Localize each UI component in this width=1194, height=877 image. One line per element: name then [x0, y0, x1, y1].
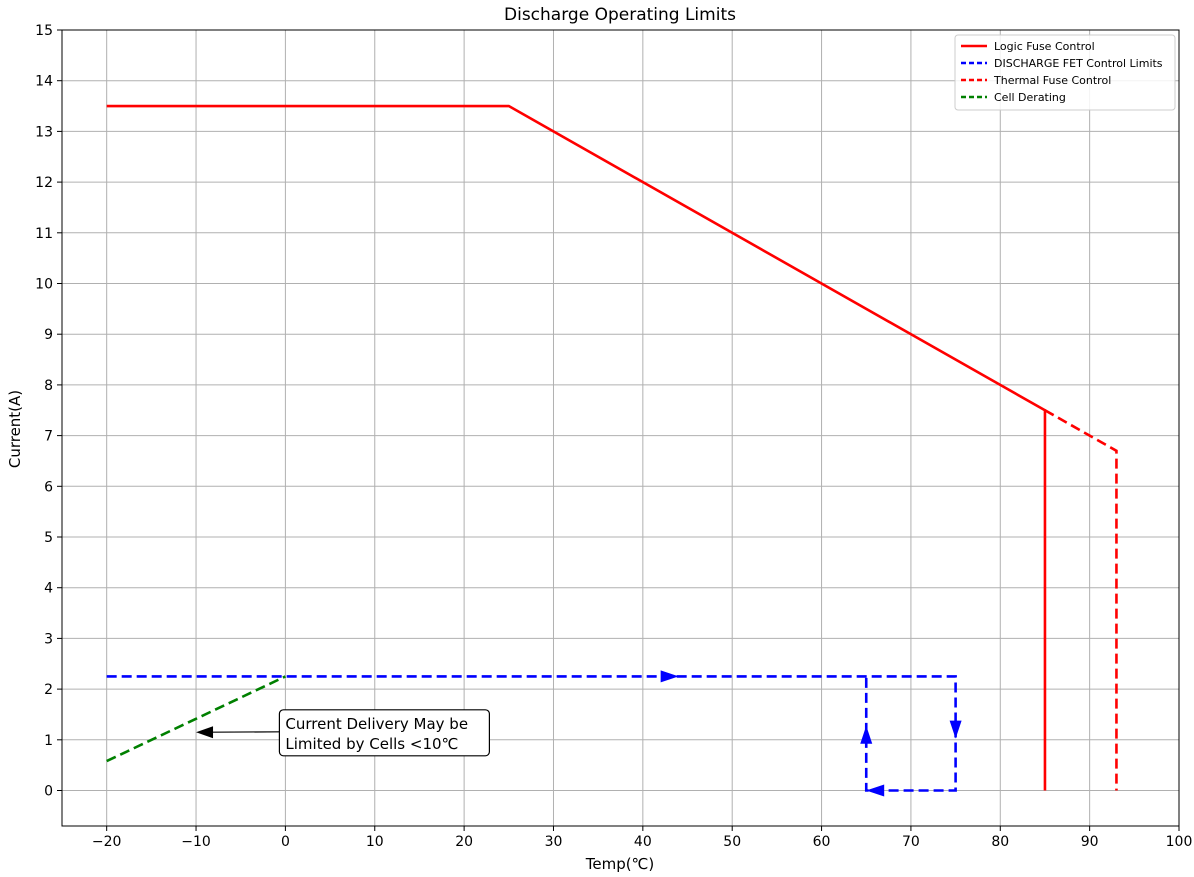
y-tick-label: 9: [44, 327, 53, 343]
y-tick-label: 11: [35, 226, 53, 242]
y-tick-label: 7: [44, 429, 53, 445]
flow-arrow-right: [660, 670, 679, 683]
y-tick-label: 6: [44, 479, 53, 495]
y-tick-label: 1: [44, 733, 53, 749]
y-tick-label: 2: [44, 682, 53, 698]
y-tick-label: 0: [44, 784, 53, 800]
series-group: [106, 104, 1118, 792]
flow-arrow-down: [949, 720, 962, 739]
annotation: Current Delivery May be Limited by Cells …: [196, 709, 490, 757]
chart-title: Discharge Operating Limits: [504, 5, 736, 25]
y-tick-label: 8: [44, 378, 53, 394]
x-tick-label: 40: [634, 834, 652, 850]
y-tick-label: 10: [35, 277, 53, 293]
y-tick-label: 12: [35, 175, 53, 191]
flow-arrow-up: [860, 725, 873, 744]
tick-group: −20 −10 0 10 20 30 40 50 60 70 80 90 100012345678910…: [35, 23, 1192, 850]
x-tick-label: 100: [1166, 834, 1193, 850]
grid: [62, 29, 1180, 826]
annotation-box: [278, 709, 490, 757]
flow-arrow-left: [866, 784, 885, 797]
series-cell-derating-line: [106, 675, 286, 763]
y-tick-label: 4: [44, 581, 53, 597]
x-tick-label: 20: [455, 834, 473, 850]
y-tick-label: 15: [35, 23, 53, 39]
x-tick-label: −20: [92, 834, 122, 850]
annotation-arrow-head: [196, 726, 214, 739]
x-tick-label: 90: [1081, 834, 1099, 850]
plot-frame: [61, 29, 1180, 827]
legend-label: Cell Derating: [994, 91, 1066, 104]
y-tick-label: 3: [44, 631, 53, 647]
x-tick-label: 30: [545, 834, 563, 850]
y-axis-label: Current(A): [6, 390, 24, 468]
series-logic-fuse-control-line: [106, 104, 1047, 791]
series-thermal-fuse-control-line: [1044, 409, 1118, 791]
y-tick-label: 5: [44, 530, 53, 546]
y-tick-label: 13: [35, 124, 53, 140]
direction-arrows: [660, 670, 962, 797]
annotation-text-line: Limited by Cells <10℃: [285, 735, 458, 753]
annotation-text-line: Current Delivery May be: [285, 715, 468, 733]
x-tick-label: 80: [991, 834, 1009, 850]
x-tick-label: 60: [813, 834, 831, 850]
x-tick-label: −10: [181, 834, 211, 850]
x-tick-label: 10: [366, 834, 384, 850]
legend: Logic Fuse Control DISCHARGE FET Control …: [954, 34, 1176, 111]
legend-label: DISCHARGE FET Control Limits: [994, 57, 1163, 70]
x-tick-label: 50: [723, 834, 741, 850]
legend-label: Logic Fuse Control: [994, 40, 1095, 53]
series-discharge-fet-control-limits-line: [106, 675, 957, 792]
x-tick-label: 70: [902, 834, 920, 850]
legend-label: Thermal Fuse Control: [993, 74, 1111, 87]
y-tick-label: 14: [35, 74, 53, 90]
legend-box: [954, 34, 1176, 111]
x-tick-label: 0: [281, 834, 290, 850]
x-axis-label: Temp(℃): [585, 855, 655, 873]
